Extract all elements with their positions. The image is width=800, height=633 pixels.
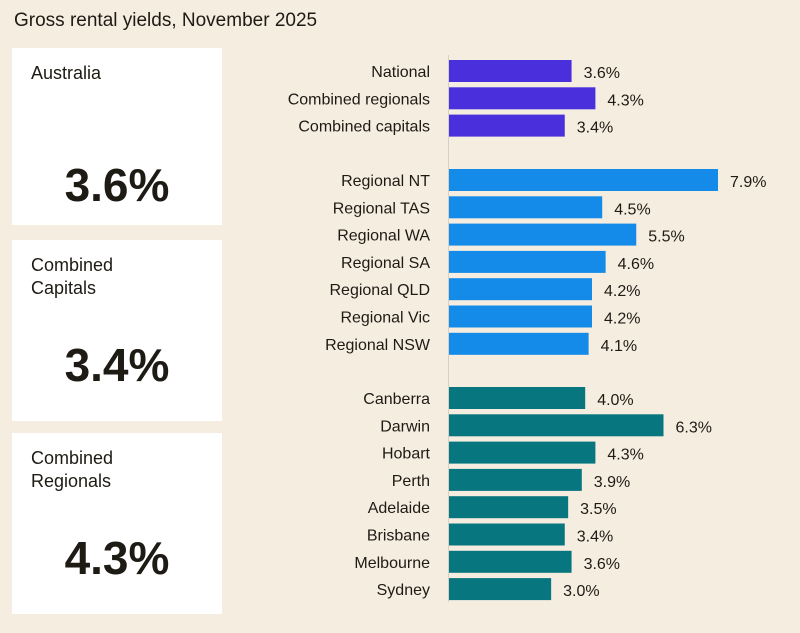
chart-title: Gross rental yields, November 2025	[14, 10, 318, 31]
value-label: 3.0%	[563, 583, 599, 600]
value-label: 4.2%	[604, 283, 640, 300]
card-combined-capitals: Combined Capitals 3.4%	[12, 240, 222, 421]
bar-combined-regionals	[449, 87, 596, 110]
bar-combined-capitals	[449, 114, 565, 137]
category-label: Canberra	[363, 391, 430, 408]
bar-regional-vic	[449, 305, 593, 328]
category-label: Regional Vic	[340, 310, 430, 327]
card-value: 4.3%	[64, 532, 170, 584]
category-label: Combined regionals	[288, 91, 430, 108]
value-label: 3.4%	[577, 120, 613, 137]
category-label: Combined capitals	[298, 119, 430, 136]
card-value: 3.6%	[64, 159, 170, 211]
category-label: Regional WA	[337, 228, 430, 245]
category-label: Regional SA	[341, 255, 430, 272]
card-label: Australia	[31, 63, 102, 83]
category-label: National	[371, 64, 430, 81]
card-value: 3.4%	[64, 339, 170, 391]
category-label: Regional QLD	[330, 282, 431, 299]
category-label: Hobart	[382, 446, 431, 463]
bar-perth	[449, 468, 582, 491]
bar-regional-sa	[449, 250, 606, 273]
value-label: 5.5%	[648, 229, 684, 246]
category-label: Adelaide	[368, 500, 430, 517]
bar-melbourne	[449, 550, 572, 573]
card-australia: Australia 3.6%	[12, 48, 222, 225]
bar-adelaide	[449, 496, 569, 519]
value-label: 6.3%	[676, 419, 712, 436]
value-label: 3.6%	[584, 556, 620, 573]
category-label: Darwin	[380, 418, 430, 435]
bar-regional-tas	[449, 196, 603, 219]
value-label: 4.2%	[604, 311, 640, 328]
bar-canberra	[449, 387, 586, 409]
bar-regional-nt	[449, 169, 718, 191]
bar-hobart	[449, 441, 596, 464]
value-label: 3.4%	[577, 529, 613, 546]
bar-regional-nsw	[449, 332, 589, 355]
category-label: Sydney	[377, 582, 430, 599]
bar-darwin	[449, 414, 664, 437]
bar-sydney	[449, 578, 552, 601]
category-label: Regional NT	[341, 173, 430, 190]
value-label: 4.3%	[607, 447, 643, 464]
bar-regional-qld	[449, 278, 593, 301]
value-label: 7.9%	[730, 174, 766, 191]
category-label: Perth	[392, 473, 430, 490]
value-label: 4.0%	[597, 392, 633, 409]
bar-brisbane	[449, 523, 565, 546]
category-label: Brisbane	[367, 528, 430, 545]
card-combined-regionals: Combined Regionals 4.3%	[12, 433, 222, 614]
bar-national	[449, 60, 572, 82]
bar-regional-wa	[449, 223, 637, 246]
value-label: 3.5%	[580, 501, 616, 518]
value-label: 4.5%	[614, 201, 650, 218]
category-label: Regional NSW	[325, 337, 431, 354]
value-label: 3.6%	[584, 65, 620, 82]
value-label: 4.6%	[618, 256, 654, 273]
category-label: Melbourne	[354, 555, 430, 572]
card-label: Combined Regionals	[31, 448, 114, 491]
value-label: 3.9%	[594, 474, 630, 491]
card-label: Combined Capitals	[31, 255, 114, 298]
value-label: 4.3%	[607, 92, 643, 109]
category-label: Regional TAS	[333, 200, 430, 217]
value-label: 4.1%	[601, 338, 637, 355]
